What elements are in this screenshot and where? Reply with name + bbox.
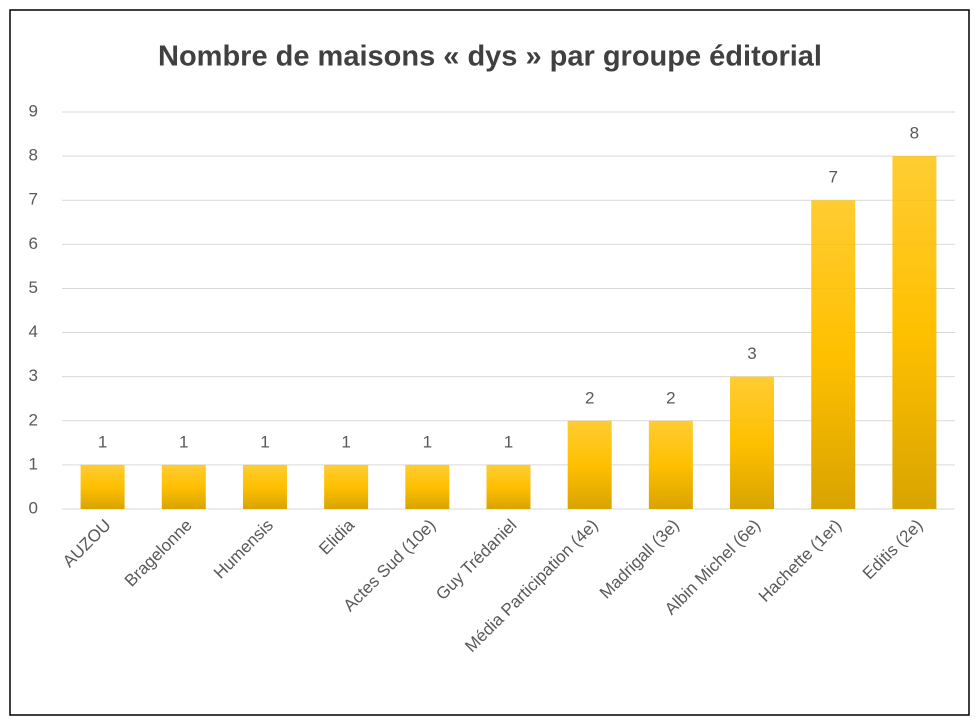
data-label: 2 (585, 388, 594, 407)
y-tick-label: 9 (29, 101, 38, 120)
bar (405, 464, 450, 509)
y-tick-label: 4 (29, 322, 38, 341)
data-label: 2 (666, 388, 675, 407)
data-label: 1 (179, 432, 188, 451)
bar (80, 464, 125, 509)
y-tick-label: 0 (29, 498, 38, 517)
chart-title: Nombre de maisons « dys » par groupe édi… (158, 41, 822, 73)
data-label: 1 (423, 432, 432, 451)
bar (324, 464, 369, 509)
y-tick-label: 1 (29, 454, 38, 473)
bar (811, 200, 856, 509)
y-tick-label: 2 (29, 410, 38, 429)
bar (892, 156, 937, 509)
bar (161, 464, 206, 509)
data-label: 3 (747, 344, 756, 363)
chart-border (9, 9, 970, 716)
data-label: 1 (341, 432, 350, 451)
bar (242, 464, 287, 509)
y-tick-label: 3 (29, 366, 38, 385)
data-label: 1 (504, 432, 513, 451)
data-label: 8 (910, 124, 919, 143)
bar (648, 420, 693, 509)
data-label: 1 (98, 432, 107, 451)
y-tick-label: 7 (29, 190, 38, 209)
bar (730, 376, 775, 509)
data-label: 7 (828, 168, 837, 187)
y-tick-label: 8 (29, 146, 38, 165)
y-tick-label: 6 (29, 234, 38, 253)
bar (486, 464, 531, 509)
data-label: 1 (260, 432, 269, 451)
bar (567, 420, 612, 509)
y-tick-label: 5 (29, 278, 38, 297)
